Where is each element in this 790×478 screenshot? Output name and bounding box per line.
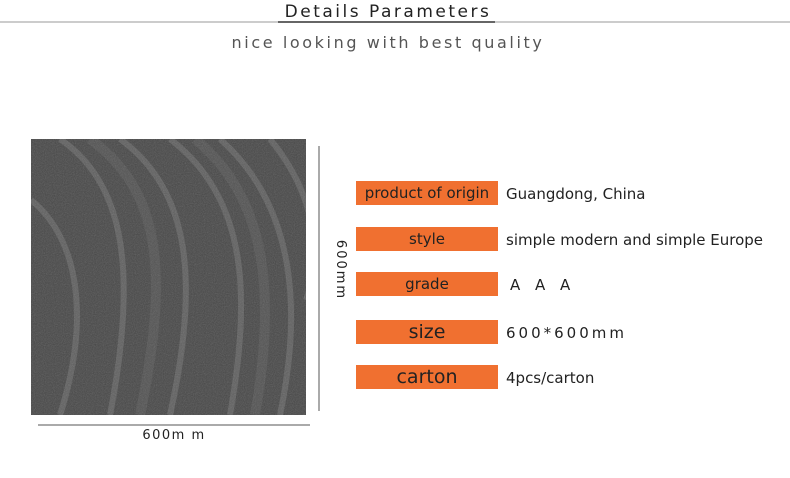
spec-label: size	[356, 320, 498, 344]
spec-label: carton	[356, 365, 498, 389]
tile-image	[31, 139, 306, 415]
spec-value: Guangdong, China	[506, 185, 646, 203]
spec-value: simple modern and simple Europe	[506, 231, 764, 249]
spec-label: style	[356, 227, 498, 251]
spec-value: A A A	[510, 276, 576, 294]
spec-value: 4pcs/carton	[506, 369, 595, 387]
spec-value: 600*600mm	[506, 324, 627, 342]
height-label: 600mm	[333, 239, 348, 301]
subtitle: nice looking with best quality	[231, 33, 545, 52]
title: Details Parameters	[284, 2, 492, 22]
spec-label: product of origin	[356, 181, 498, 205]
width-label: 600m m	[142, 428, 206, 443]
spec-label: grade	[356, 272, 498, 296]
